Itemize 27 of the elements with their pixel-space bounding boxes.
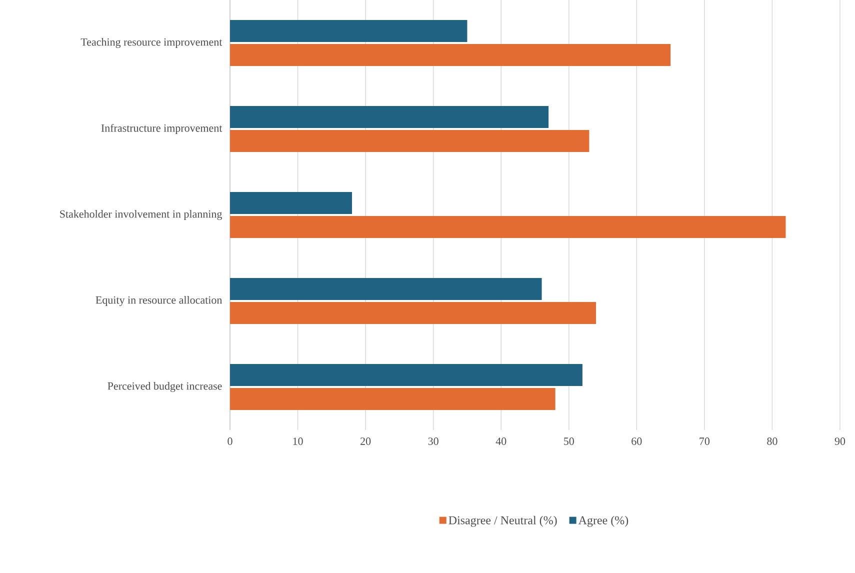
x-tick-label: 30 — [428, 438, 438, 445]
x-tick-label: 0 — [228, 438, 232, 445]
legend-label: Disagree / Neutral (%) — [448, 516, 557, 527]
x-tick-label: 70 — [700, 438, 710, 445]
y-tick-label: Equity in resource allocation — [96, 296, 222, 306]
bar — [230, 364, 582, 386]
bar — [230, 106, 549, 128]
y-tick-label: Infrastructure improvement — [101, 124, 222, 134]
bar — [230, 192, 352, 214]
x-tick-label: 20 — [360, 438, 371, 445]
bar — [230, 20, 468, 42]
bar — [230, 278, 542, 300]
x-tick-label: 10 — [293, 438, 303, 445]
x-tick-label: 80 — [767, 438, 778, 445]
bar — [230, 130, 590, 152]
y-tick-label: Teaching resource improvement — [80, 38, 222, 48]
x-tick-label: 40 — [496, 438, 506, 445]
y-tick-label: Stakeholder involvement in planning — [60, 210, 222, 220]
bar — [230, 216, 786, 238]
x-tick-label: 90 — [834, 438, 846, 445]
x-tick-label: 50 — [564, 438, 574, 445]
bar — [230, 44, 671, 66]
legend-label: Agree (%) — [578, 516, 628, 527]
bar — [230, 388, 556, 410]
y-tick-label: Perceived budget increase — [108, 382, 222, 392]
x-tick-label: 60 — [632, 438, 642, 445]
bar — [230, 302, 596, 324]
